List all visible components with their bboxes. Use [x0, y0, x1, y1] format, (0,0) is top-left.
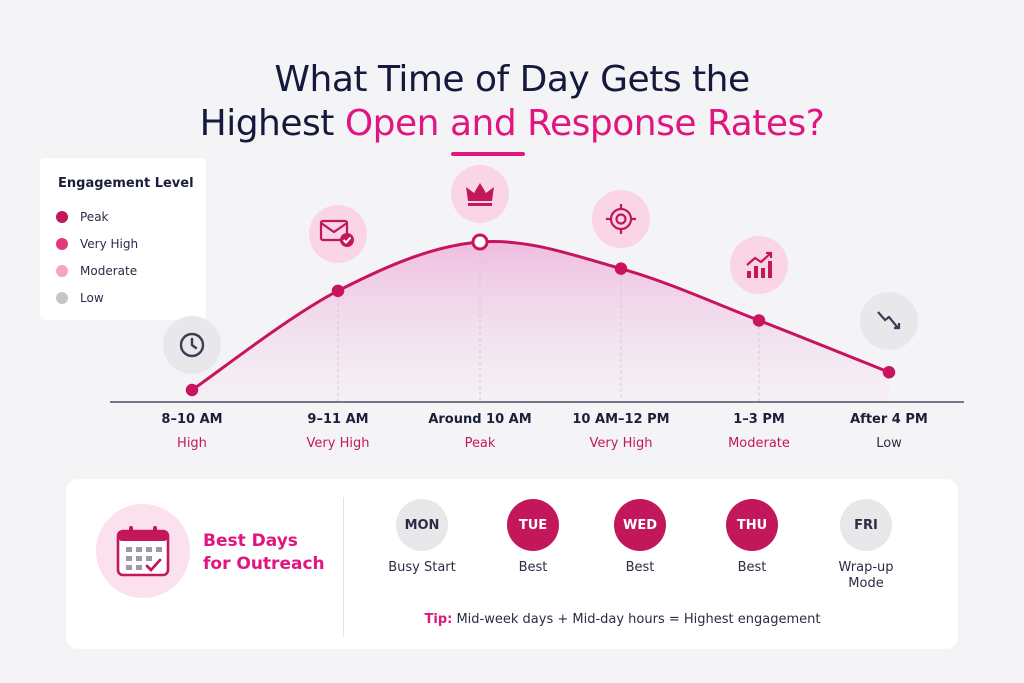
day-label-thursday: Best: [737, 560, 767, 575]
day-wednesday: WED: [614, 499, 666, 551]
level-label: Very High: [589, 436, 653, 451]
level-label: High: [177, 436, 207, 451]
data-point: [752, 314, 766, 327]
day-monday: MON: [396, 499, 448, 551]
x-tick-label: After 4 PM: [850, 412, 928, 427]
engagement-area: [192, 241, 889, 402]
legend-item-low: Low: [56, 291, 104, 305]
level-label: Low: [876, 436, 902, 451]
title-line-2: Highest Open and Response Rates?: [0, 102, 1024, 146]
divider: [343, 497, 344, 637]
day-label-monday: Busy Start: [388, 560, 456, 575]
x-tick-label: 10 AM–12 PM: [572, 412, 670, 427]
title-plain: Highest: [199, 103, 335, 144]
day-label-wednesday: Best: [625, 560, 655, 575]
data-point: [471, 233, 489, 251]
mail-check-icon: [309, 205, 367, 263]
legend-swatch-moderate: [56, 265, 68, 277]
title-underline: [451, 152, 525, 156]
target-icon: [592, 190, 650, 248]
legend-label: Peak: [80, 210, 109, 224]
engagement-line: [191, 240, 890, 392]
best-days-card: [66, 479, 958, 649]
legend-item-peak: Peak: [56, 210, 109, 224]
growth-chart-icon: [730, 236, 788, 294]
legend-swatch-low: [56, 292, 68, 304]
legend-swatch-peak: [56, 211, 68, 223]
legend-item-moderate: Moderate: [56, 264, 137, 278]
engagement-chart: [110, 233, 964, 403]
x-tick-label: 8–10 AM: [161, 412, 223, 427]
legend-title: Engagement Level: [58, 176, 194, 191]
day-label-friday: Wrap-up Mode: [811, 560, 921, 592]
legend-label: Low: [80, 291, 104, 305]
crown-icon: [451, 165, 509, 223]
best-days-title-line1: Best Days: [203, 531, 298, 551]
tip-label: Tip:: [424, 612, 453, 627]
day-label-friday-line2: Mode: [848, 576, 884, 591]
tip: Tip: Mid-week days + Mid-day hours = Hig…: [0, 612, 1024, 627]
best-days-title-line2: for Outreach: [203, 554, 325, 574]
best-days-title: Best Days for Outreach: [203, 530, 325, 576]
x-tick-label: 9–11 AM: [307, 412, 369, 427]
day-friday: FRI: [840, 499, 892, 551]
legend: Engagement Level Peak Very High Moderate…: [40, 158, 206, 320]
level-label: Moderate: [728, 436, 790, 451]
calendar-badge: [96, 504, 190, 598]
level-label: Very High: [306, 436, 370, 451]
x-tick-label: 1–3 PM: [733, 412, 785, 427]
day-label-friday-line1: Wrap-up: [838, 560, 894, 575]
data-point: [882, 365, 896, 379]
decline-icon: [860, 292, 918, 350]
calendar-icon: [116, 526, 170, 577]
x-tick-label: Around 10 AM: [428, 412, 532, 427]
clock-icon: [163, 316, 221, 374]
data-point: [331, 284, 345, 298]
legend-label: Moderate: [80, 264, 138, 278]
legend-label: Very High: [80, 237, 139, 251]
data-point: [185, 383, 199, 397]
title-line-1: What Time of Day Gets the: [274, 59, 750, 100]
title-accent: Open and Response Rates?: [344, 103, 825, 144]
legend-item-very-high: Very High: [56, 237, 138, 251]
day-thursday: THU: [726, 499, 778, 551]
data-point: [614, 262, 628, 275]
tip-text: Mid-week days + Mid-day hours = Highest …: [456, 612, 821, 627]
day-label-tuesday: Best: [518, 560, 548, 575]
day-tuesday: TUE: [507, 499, 559, 551]
level-label: Peak: [464, 436, 496, 451]
legend-swatch-very-high: [56, 238, 68, 250]
